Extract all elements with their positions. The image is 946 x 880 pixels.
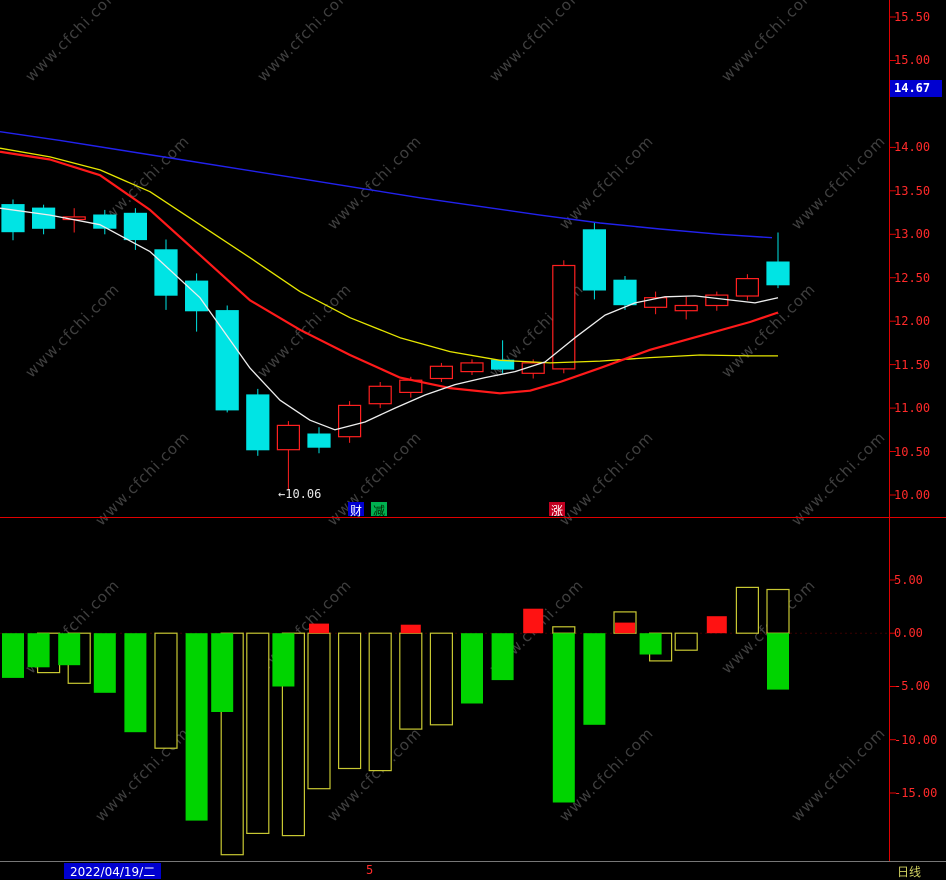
histogram-bar-outline [766,588,790,634]
candle-up [674,296,698,320]
candle-up [643,291,668,315]
status-bar: 2022/04/19/二 5 日线 [0,862,946,880]
histogram-bar-outline [399,632,423,730]
histogram-bar-outline [154,632,178,749]
candle-up [276,421,300,490]
ma-yellow [0,147,778,364]
histogram-bar-red [523,608,544,634]
histogram-bar-outline [552,626,576,634]
candle-down [93,209,117,235]
histogram-bar-green [93,633,116,693]
candle-down [307,427,331,454]
histogram-bar-outline [735,586,760,634]
candle-down [154,239,178,310]
candle-down [246,388,270,456]
histogram-bar-outline [429,632,453,726]
low-price-annotation: ←10.06 [278,487,322,501]
candle-down [31,204,56,235]
candle-down [766,232,790,289]
histogram-bar-outline [674,632,698,651]
histogram-bar-outline [307,632,331,790]
histogram-bar-green [124,633,147,733]
histogram-bar-green [2,633,24,678]
histogram-bar-green [58,633,81,666]
histogram-bar-green [639,633,662,655]
candle-up [429,362,453,382]
candle-down [1,199,25,241]
histogram-bar-red [615,622,635,634]
period-label[interactable]: 日线 [897,865,922,879]
status-count: 5 [366,863,374,877]
date-display[interactable]: 2022/04/19/二 [64,863,162,879]
histogram-bar-green [461,633,483,704]
ma-blue [0,131,773,239]
histogram-bar-outline [246,632,270,835]
candle-up [705,291,729,311]
candle-up [368,382,392,409]
histogram-bar-red [400,624,421,634]
histogram-bar-outline [368,632,392,772]
histogram-bar-green [767,633,789,690]
histogram-bar-green [27,633,50,668]
histogram-bar-green [185,633,208,821]
candle-down [582,222,607,300]
candle-down [215,305,239,413]
histogram-bar-outline [338,632,362,770]
current-price-badge: 14.67 [890,80,942,97]
candle-up [338,401,362,443]
candle-up [552,260,576,374]
candle-down [491,340,515,374]
candle-down [185,273,209,332]
ma-white [0,207,779,431]
histogram-bar-green [272,633,295,687]
candle-up [735,274,760,301]
histogram-bar-green [583,633,606,725]
candle-down [613,276,637,310]
histogram-bar-green [211,633,234,712]
histogram-bar-green [491,633,514,681]
histogram-bar-red [706,616,727,634]
candle-up [460,359,484,375]
candle-down [123,208,148,250]
histogram-bar-green [552,633,575,803]
histogram-bar-red [309,623,329,634]
ma-red [0,150,779,395]
